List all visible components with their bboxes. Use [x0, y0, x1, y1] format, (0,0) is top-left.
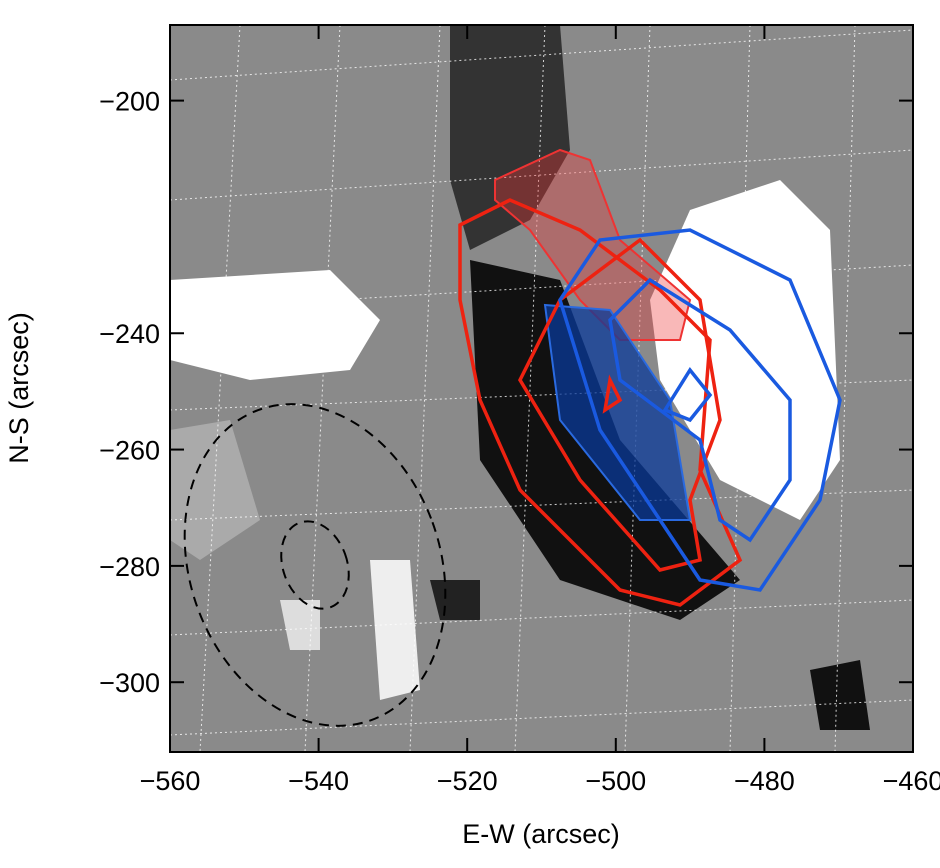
x-tick-label: −520 [437, 766, 498, 796]
y-tick-label: −280 [99, 552, 160, 582]
x-tick-label: −460 [883, 766, 940, 796]
x-axis-label: E-W (arcsec) [462, 819, 620, 849]
y-tick-label: −200 [99, 87, 160, 117]
x-tick-label: −480 [734, 766, 795, 796]
plot-frame [169, 24, 914, 753]
y-tick-label: −300 [99, 668, 160, 698]
magnetogram [170, 25, 913, 752]
x-tick-label: −540 [288, 766, 349, 796]
y-tick-label: −240 [99, 319, 160, 349]
y-axis-label: N-S (arcsec) [4, 312, 34, 464]
y-tick-label: −260 [99, 436, 160, 466]
x-tick-label: −560 [140, 766, 201, 796]
x-tick-label: −500 [585, 766, 646, 796]
